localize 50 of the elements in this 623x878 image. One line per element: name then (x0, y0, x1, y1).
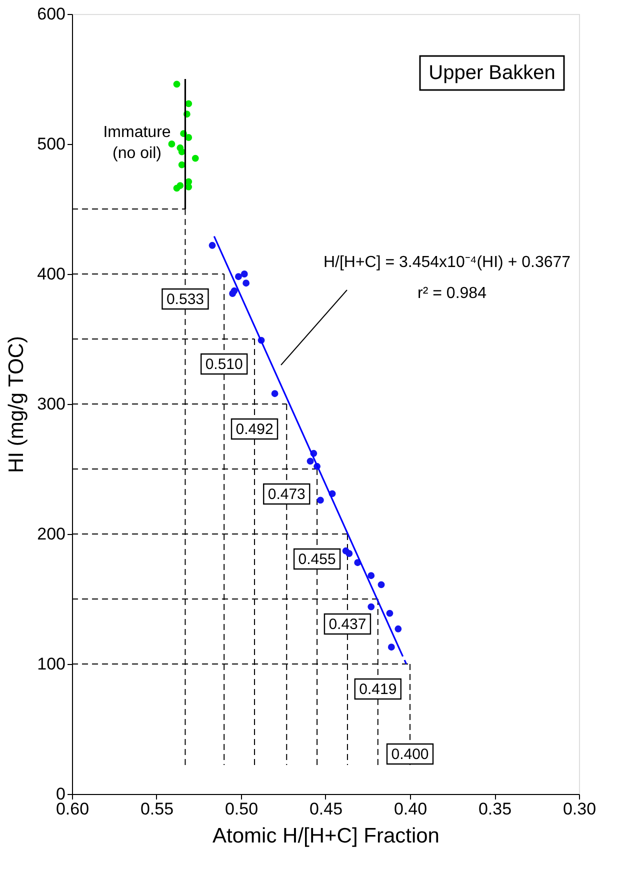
point (185, 183, 192, 190)
ref-line-label: 0.455 (298, 551, 336, 568)
point (368, 603, 375, 610)
point (316, 496, 324, 504)
point (173, 80, 180, 88)
ref-line-label: 0.473 (268, 486, 306, 503)
point (386, 610, 394, 617)
ref-line-label: 0.400 (391, 746, 429, 763)
y-tick-label: 600 (37, 4, 66, 24)
point (378, 581, 385, 588)
x-tick-label: 0.30 (562, 800, 596, 818)
x-tick-label: 0.45 (309, 800, 343, 818)
point (178, 148, 186, 156)
x-tick-label: 0.35 (478, 800, 512, 818)
x-tick-label: 0.50 (224, 800, 258, 818)
y-tick-label: 500 (37, 134, 66, 154)
point (346, 550, 353, 557)
annotation: r² = 0.984 (418, 285, 487, 302)
annotation: Immature (no oil) (103, 124, 171, 162)
point (240, 270, 248, 278)
y-tick-label: 200 (37, 524, 66, 544)
point (168, 140, 176, 148)
ref-line-label: 0.492 (236, 421, 274, 438)
point (235, 273, 242, 280)
point (394, 625, 402, 632)
annotation: Upper Bakken (428, 62, 556, 84)
point (185, 100, 192, 108)
y-tick-label: 100 (37, 654, 66, 674)
ref-line-label: 0.419 (359, 681, 397, 698)
point (306, 458, 314, 465)
annotation: H/[H+C] = 3.454x10⁻⁴(HI) + 0.3677 (323, 254, 571, 271)
y-tick-label: 400 (37, 264, 66, 284)
point (388, 644, 395, 651)
point (208, 242, 216, 249)
ref-line-label: 0.510 (205, 356, 243, 373)
x-tick-label: 0.55 (140, 800, 174, 818)
point (185, 134, 192, 141)
x-axis-title: Atomic H/[H+C] Fraction (212, 824, 440, 848)
y-tick-label: 300 (37, 394, 66, 414)
point (230, 287, 238, 294)
point (271, 390, 278, 398)
y-axis-title: HI (mg/g TOC) (5, 336, 28, 473)
point (368, 572, 375, 580)
ref-line-label: 0.533 (166, 291, 204, 308)
x-tick-label: 0.40 (394, 800, 428, 818)
point (192, 154, 199, 162)
ref-line-label: 0.437 (328, 616, 366, 633)
point (173, 184, 180, 192)
point (178, 161, 186, 168)
point (242, 280, 250, 287)
